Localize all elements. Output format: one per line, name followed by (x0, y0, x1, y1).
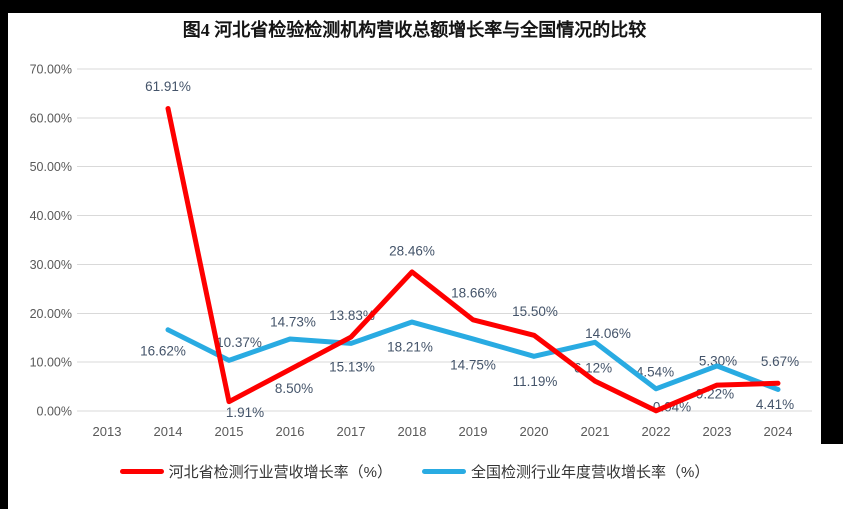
screenshot-border-right (821, 0, 843, 444)
data-label: 28.46% (389, 243, 435, 258)
y-axis-tick-label: 10.00% (30, 356, 72, 370)
data-label: 10.37% (216, 335, 262, 350)
data-label: 8.50% (275, 381, 313, 396)
legend-item-national: 全国检测行业年度营收增长率（%） (422, 461, 709, 482)
x-axis-tick-label: 2015 (215, 424, 244, 439)
data-label: 14.73% (270, 315, 316, 330)
x-axis-tick-label: 2024 (764, 424, 793, 439)
legend-label-national: 全国检测行业年度营收增长率（%） (471, 463, 710, 481)
data-label: 15.50% (512, 304, 558, 319)
data-label: 14.06% (585, 326, 631, 341)
data-label: 4.54% (636, 364, 674, 379)
x-axis-tick-label: 2023 (703, 424, 732, 439)
legend-item-hebei: 河北省检测行业营收增长率（%） (119, 461, 392, 482)
data-label: 5.67% (761, 354, 799, 369)
data-label: 11.19% (513, 374, 558, 389)
data-label: 5.30% (699, 354, 737, 369)
y-axis-tick-label: 60.00% (30, 111, 72, 125)
x-axis-tick-label: 2021 (581, 424, 610, 439)
legend-swatch-hebei-line (119, 468, 164, 474)
x-axis-tick-label: 2018 (398, 424, 427, 439)
legend-label-hebei: 河北省检测行业营收增长率（%） (168, 463, 392, 481)
y-axis-tick-label: 70.00% (30, 63, 72, 77)
y-axis-tick-label: 50.00% (30, 160, 72, 174)
series-line-hebei (165, 106, 781, 414)
data-label: 4.41% (756, 397, 794, 412)
y-axis-tick-label: 0.00% (37, 405, 72, 419)
screenshot-border-left (0, 0, 8, 509)
y-axis-tick-label: 30.00% (30, 258, 72, 272)
data-label: 13.83% (329, 308, 375, 323)
chart-legend: 河北省检测行业营收增长率（%） 全国检测行业年度营收增长率（%） (8, 460, 821, 482)
series-line-national (165, 319, 781, 392)
y-axis-tick-label: 40.00% (30, 209, 72, 223)
data-label: 16.62% (140, 343, 186, 358)
x-axis-tick-label: 2014 (154, 424, 183, 439)
x-axis-tick-label: 2019 (459, 424, 488, 439)
data-label: 18.21% (387, 340, 433, 355)
x-axis-tick-label: 2022 (642, 424, 671, 439)
data-label: 61.91% (145, 79, 191, 94)
data-label: 1.91% (226, 405, 264, 420)
x-axis-tick-label: 2013 (93, 424, 122, 439)
data-label: 14.75% (450, 357, 496, 372)
x-axis-tick-label: 2017 (337, 424, 366, 439)
x-axis-tick-label: 2016 (276, 424, 305, 439)
y-axis-tick-label: 20.00% (30, 307, 72, 321)
x-axis-tick-label: 2020 (520, 424, 549, 439)
chart-title: 图4 河北省检验检测机构营收总额增长率与全国情况的比较 (182, 20, 647, 40)
data-label: 15.13% (329, 360, 375, 375)
legend-swatch-national-line (422, 468, 466, 474)
screenshot-border-top (0, 0, 843, 13)
data-label: 18.66% (451, 285, 497, 300)
